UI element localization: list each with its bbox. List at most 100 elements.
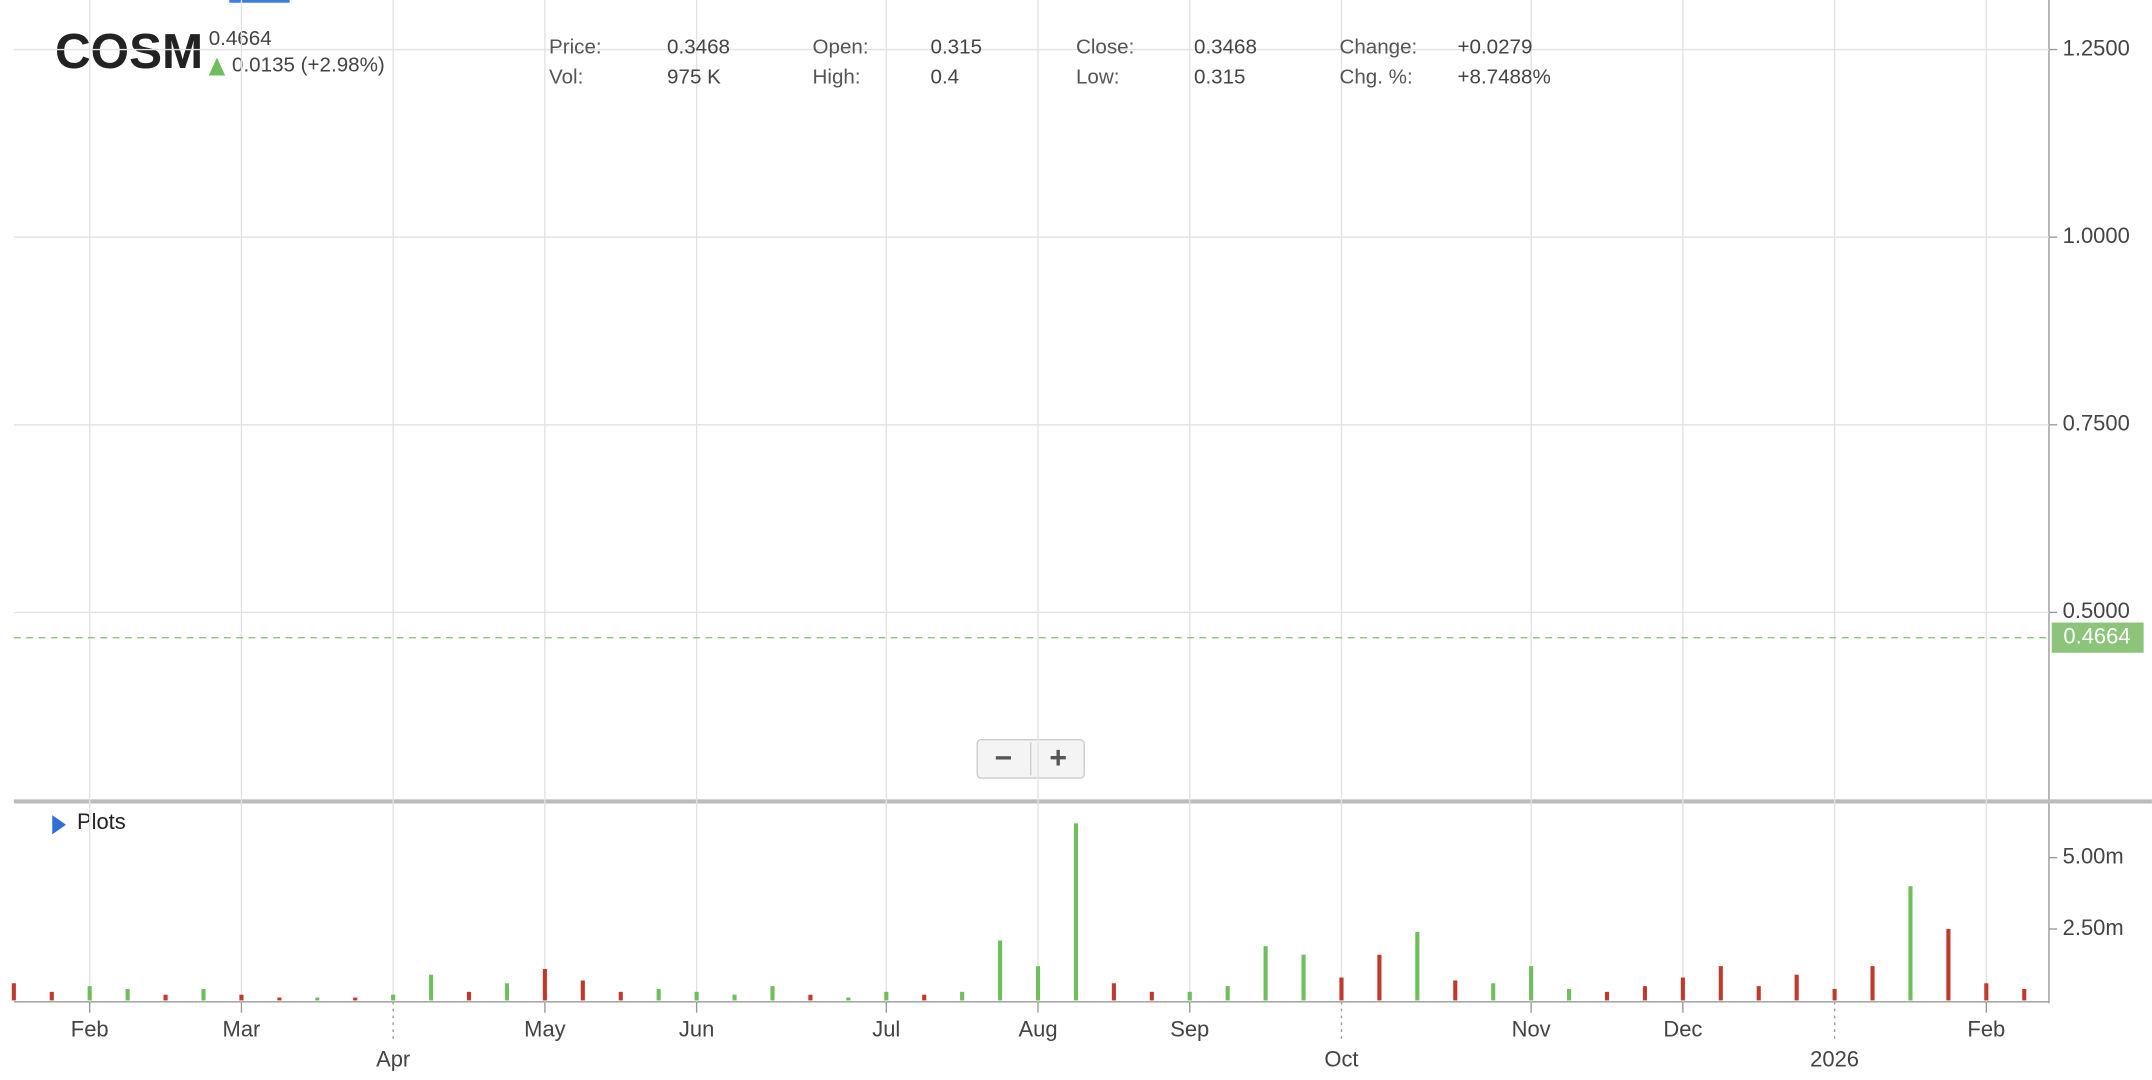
stat-value: 0.3468 bbox=[1194, 35, 1257, 58]
volume-bar bbox=[1946, 929, 1951, 1001]
volume-bar bbox=[1642, 986, 1647, 1001]
volume-bar bbox=[732, 994, 737, 1001]
volume-bar bbox=[1794, 974, 1799, 1001]
x-tick-label: Feb bbox=[1967, 1016, 2005, 1041]
volume-bar bbox=[1415, 931, 1420, 1001]
stat-label: Vol: bbox=[549, 66, 583, 89]
volume-bar bbox=[1756, 986, 1761, 1001]
stat-value: +8.7488% bbox=[1457, 66, 1550, 89]
volume-bar bbox=[504, 983, 510, 1001]
volume-bar bbox=[1111, 983, 1116, 1001]
volume-bar bbox=[770, 986, 775, 1001]
volume-bar bbox=[391, 994, 396, 1001]
volume-bar bbox=[884, 991, 889, 1001]
volume-bar bbox=[1187, 991, 1192, 1001]
grid bbox=[13, 0, 2058, 1043]
volume-bar bbox=[808, 994, 813, 1001]
stat-value: 0.3468 bbox=[667, 35, 730, 58]
stat-label: Open: bbox=[813, 35, 869, 58]
stat-value: +0.0279 bbox=[1457, 35, 1532, 58]
y-tick-label: 1.2500 bbox=[2063, 35, 2130, 60]
x-tick-label: 2026 bbox=[1810, 1047, 1859, 1072]
volume-bar bbox=[49, 991, 54, 1001]
volume-bar bbox=[315, 997, 320, 1001]
volume-bar bbox=[1680, 977, 1685, 1001]
stat-label: Close: bbox=[1076, 35, 1134, 58]
y-tick-label: 0.5000 bbox=[2063, 598, 2130, 623]
symbol: COSM bbox=[55, 24, 203, 79]
volume-bar bbox=[277, 997, 282, 1001]
volume-bar bbox=[201, 988, 206, 1001]
volume-bar bbox=[580, 980, 585, 1001]
zoom-in-button[interactable]: + bbox=[1049, 742, 1067, 775]
y-tick-label: 0.7500 bbox=[2063, 411, 2130, 436]
volume-bar bbox=[1149, 991, 1154, 1001]
volume-bar bbox=[1870, 966, 1875, 1001]
volume-bar bbox=[998, 940, 1003, 1001]
x-tick-label: Oct bbox=[1324, 1047, 1358, 1072]
volume-bar bbox=[656, 988, 661, 1001]
volume-bar bbox=[466, 991, 472, 1001]
stat-label: Chg. %: bbox=[1339, 66, 1412, 89]
up-arrow bbox=[208, 57, 226, 76]
volume-bar bbox=[1908, 886, 1913, 1001]
volume-bar bbox=[846, 997, 851, 1001]
volume-bar bbox=[694, 991, 699, 1001]
stat-value: 0.315 bbox=[1194, 66, 1246, 89]
volume-bar bbox=[1984, 983, 1989, 1001]
volume-bar bbox=[1301, 954, 1306, 1001]
volume-bar bbox=[1225, 986, 1230, 1001]
plots-toggle-icon[interactable] bbox=[52, 815, 66, 835]
x-tick-label: Aug bbox=[1018, 1016, 1057, 1041]
volume-bar bbox=[87, 986, 92, 1001]
y-tick-label: 2.50m bbox=[2063, 915, 2124, 940]
volume-bar bbox=[1491, 983, 1496, 1001]
stat-label: Price: bbox=[549, 35, 602, 58]
x-tick-label: Dec bbox=[1663, 1016, 1702, 1041]
volume-bar bbox=[1529, 966, 1534, 1001]
x-tick-label: Nov bbox=[1512, 1016, 1551, 1041]
volume-bar bbox=[1604, 991, 1610, 1001]
volume-bar bbox=[163, 994, 168, 1001]
stat-label: Low: bbox=[1076, 66, 1119, 89]
volume-bar bbox=[353, 997, 358, 1001]
volume-bar bbox=[1263, 946, 1268, 1001]
zoom-out-button[interactable]: − bbox=[994, 742, 1012, 775]
volume-bar bbox=[1453, 980, 1458, 1001]
stat-label: High: bbox=[813, 66, 861, 89]
volume-bar bbox=[1339, 977, 1344, 1001]
x-tick-label: Mar bbox=[223, 1016, 261, 1041]
y-tick-label: 5.00m bbox=[2063, 843, 2124, 868]
volume-bar bbox=[1035, 966, 1041, 1001]
stat-value: 0.315 bbox=[931, 35, 983, 58]
plots-toggle[interactable]: Plots bbox=[77, 809, 126, 834]
stat-value: 0.4 bbox=[931, 66, 960, 89]
tab-indicator bbox=[229, 0, 290, 3]
price-change: 0.0135 (+2.98%) bbox=[232, 53, 385, 76]
marks bbox=[11, 622, 2144, 1001]
volume-bar bbox=[2022, 988, 2027, 1001]
x-tick-label: Feb bbox=[71, 1016, 109, 1041]
volume-bar bbox=[239, 994, 244, 1001]
volume-bar bbox=[125, 988, 130, 1001]
x-tick-label: Sep bbox=[1170, 1016, 1209, 1041]
x-tick-label: Apr bbox=[376, 1047, 410, 1072]
volume-bar bbox=[542, 968, 547, 1001]
volume-bar bbox=[1718, 966, 1723, 1001]
stat-label: Change: bbox=[1339, 35, 1417, 58]
last-price: 0.4664 bbox=[209, 27, 272, 50]
y-tick-label: 1.0000 bbox=[2063, 223, 2130, 248]
stat-value: 975 K bbox=[667, 66, 721, 89]
volume-bar bbox=[11, 983, 16, 1001]
volume-bar bbox=[1567, 988, 1572, 1001]
current-price-label: 0.4664 bbox=[2063, 623, 2130, 648]
volume-bar bbox=[1832, 988, 1837, 1001]
volume-bar bbox=[1377, 954, 1382, 1001]
volume-bar bbox=[429, 974, 434, 1001]
x-tick-label: May bbox=[524, 1016, 565, 1041]
volume-bar bbox=[960, 991, 965, 1001]
volume-bar bbox=[1073, 823, 1079, 1001]
volume-bar bbox=[618, 991, 623, 1001]
